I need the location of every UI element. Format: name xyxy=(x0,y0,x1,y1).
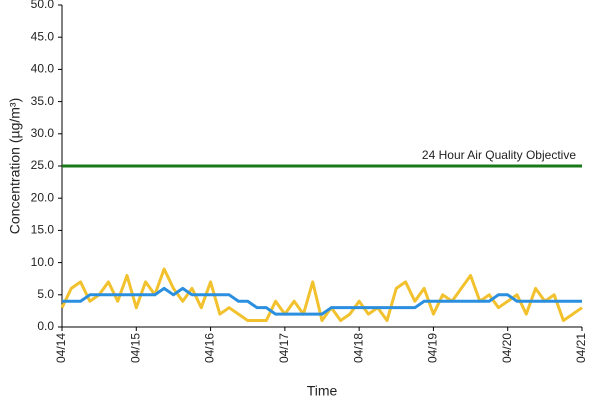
y-tick-label: 30.0 xyxy=(31,126,55,140)
x-tick-label: 04/18 xyxy=(351,333,365,363)
x-tick-label: 04/16 xyxy=(203,333,217,363)
y-tick-label: 20.0 xyxy=(31,190,55,204)
y-tick-label: 10.0 xyxy=(31,255,55,269)
y-tick-label: 25.0 xyxy=(31,158,55,172)
objective-label: 24 Hour Air Quality Objective xyxy=(422,148,576,162)
x-tick-label: 04/19 xyxy=(426,333,440,363)
y-tick-label: 45.0 xyxy=(31,29,55,43)
x-tick-label: 04/20 xyxy=(500,333,514,363)
series-line xyxy=(60,267,583,323)
y-tick-label: 35.0 xyxy=(31,94,55,108)
x-axis-label: Time xyxy=(307,383,338,399)
y-tick-label: 0.0 xyxy=(37,319,54,333)
y-tick-label: 15.0 xyxy=(31,223,55,237)
y-tick-label: 40.0 xyxy=(31,62,55,76)
x-tick-label: 04/15 xyxy=(128,333,142,363)
x-tick-label: 04/17 xyxy=(277,333,291,363)
y-tick-label: 5.0 xyxy=(37,287,54,301)
series-line xyxy=(62,286,582,316)
x-tick-label: 04/14 xyxy=(54,333,68,363)
y-axis-label: Concentration (µg/m³) xyxy=(7,98,23,234)
x-tick-label: 04/21 xyxy=(574,333,588,363)
y-tick-label: 50.0 xyxy=(31,0,55,11)
